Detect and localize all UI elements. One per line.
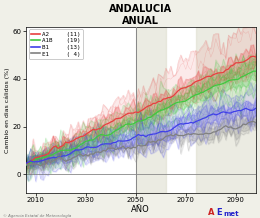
Title: ANDALUCIA
ANUAL: ANDALUCIA ANUAL [109,4,172,26]
Bar [196,27,256,193]
Bar [136,27,166,193]
Text: A: A [208,208,214,217]
Legend: A2     (11), A1B    (19), B1     (13), E1     ( 4): A2 (11), A1B (19), B1 (13), E1 ( 4) [29,29,83,59]
X-axis label: AÑO: AÑO [131,205,150,214]
Text: E: E [216,208,222,217]
Text: © Agencia Estatal de Meteorología: © Agencia Estatal de Meteorología [3,214,71,218]
Text: met: met [224,211,239,217]
Y-axis label: Cambio en dias cálidos (%): Cambio en dias cálidos (%) [4,67,10,153]
